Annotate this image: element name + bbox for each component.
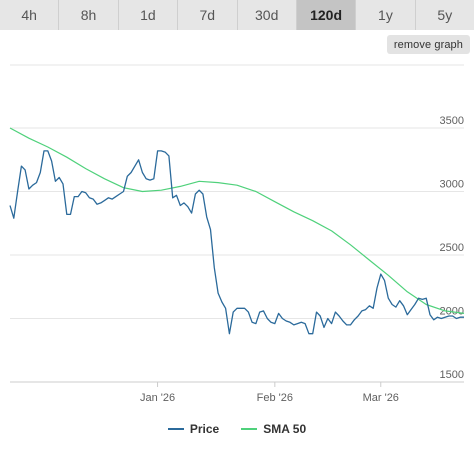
x-tick-label: Jan '26 [140,392,175,404]
y-tick-label: 1500 [440,369,464,381]
tab-120d[interactable]: 120d [296,0,357,30]
x-tick-label: Mar '26 [363,392,399,404]
legend-swatch [167,428,184,430]
gridlines [10,64,464,319]
x-axis-labels: Jan '26 Feb '26 Mar '26 [140,382,399,404]
remove-graph-button[interactable]: remove graph [386,35,470,54]
tab-5y[interactable]: 5y [415,0,474,30]
sma-50-line [9,127,465,314]
tab-8h[interactable]: 8h [59,0,119,30]
price-line [9,150,464,335]
legend-label: Price [189,422,220,436]
tab-4h[interactable]: 4h [0,0,60,30]
legend-swatch [241,428,258,430]
legend-label: SMA 50 [263,422,307,436]
legend-item-sma-50[interactable]: SMA 50 [241,422,306,436]
y-tick-label: 3500 [440,115,464,127]
series-lines [9,127,465,335]
x-tick-label: Feb '26 [257,392,293,404]
y-tick-label: 3000 [440,179,464,191]
legend: Price SMA 50 [0,420,474,438]
y-tick-label: 2500 [440,242,464,254]
tab-1d[interactable]: 1d [118,0,179,30]
tab-7d[interactable]: 7d [178,0,238,30]
range-tabs: 4h 8h 1d 7d 30d 120d 1y 5y [0,0,474,30]
legend-item-price[interactable]: Price [167,422,220,436]
tab-30d[interactable]: 30d [237,0,297,30]
tab-1y[interactable]: 1y [356,0,416,30]
